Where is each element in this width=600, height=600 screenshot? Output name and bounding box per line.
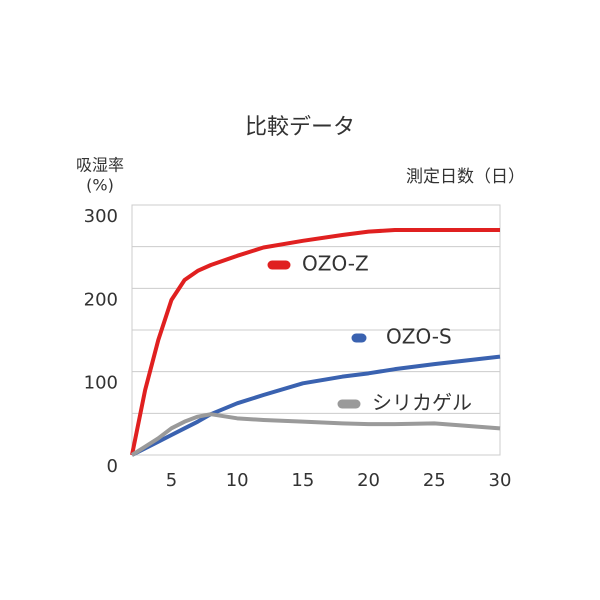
x-tick-label: 15 <box>291 470 314 491</box>
x-axis-label: 測定日数（日） <box>406 167 525 187</box>
legend-label: シリカゲル <box>372 391 472 415</box>
series-line <box>131 354 501 457</box>
y-tick-label: 300 <box>84 206 118 227</box>
chart-title: 比較データ <box>245 115 355 140</box>
x-tick-label: 30 <box>489 470 512 491</box>
y-tick-label: 0 <box>107 456 118 477</box>
series-line <box>130 228 500 456</box>
legend-label: OZO-S <box>386 325 452 349</box>
x-tick-label: 25 <box>423 470 446 491</box>
y-axis-label: 吸湿率 <box>76 156 124 175</box>
y-axis-label: (%) <box>86 176 114 195</box>
legend-label: OZO-Z <box>302 252 369 276</box>
x-tick-label: 10 <box>226 470 249 491</box>
plot-frame <box>131 204 501 456</box>
series-line <box>130 412 501 457</box>
x-tick-label: 20 <box>357 470 380 491</box>
x-tick-label: 5 <box>166 470 177 491</box>
y-tick-label: 200 <box>84 289 118 310</box>
y-tick-label: 100 <box>84 373 118 394</box>
